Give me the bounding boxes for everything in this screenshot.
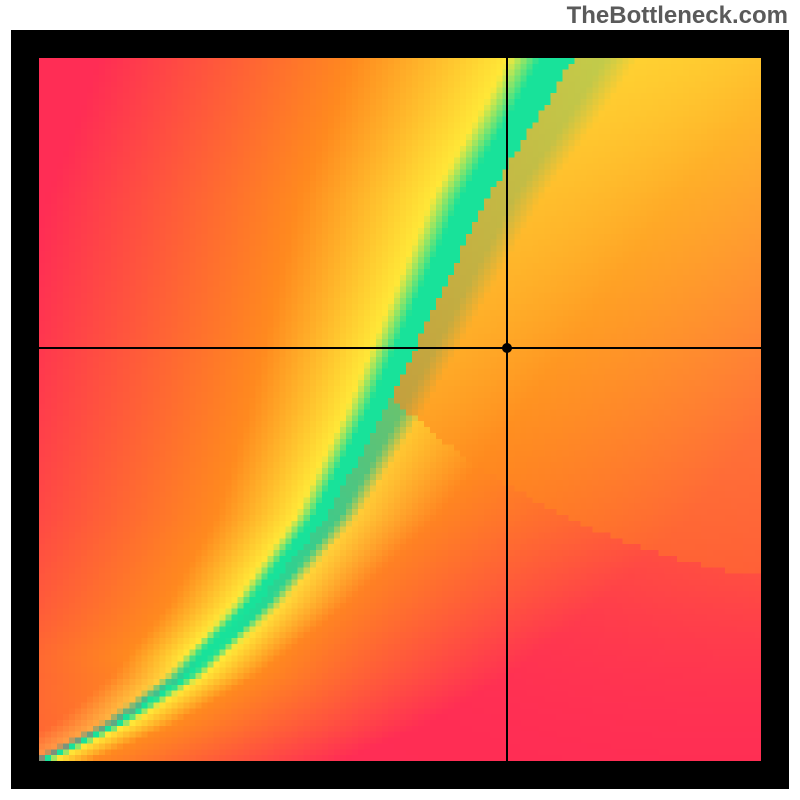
crosshair-marker	[502, 343, 512, 353]
watermark-text: TheBottleneck.com	[567, 2, 788, 30]
chart-container: TheBottleneck.com	[0, 0, 800, 800]
chart-frame	[11, 30, 789, 789]
crosshair-horizontal	[39, 347, 761, 349]
crosshair-vertical	[506, 58, 508, 761]
